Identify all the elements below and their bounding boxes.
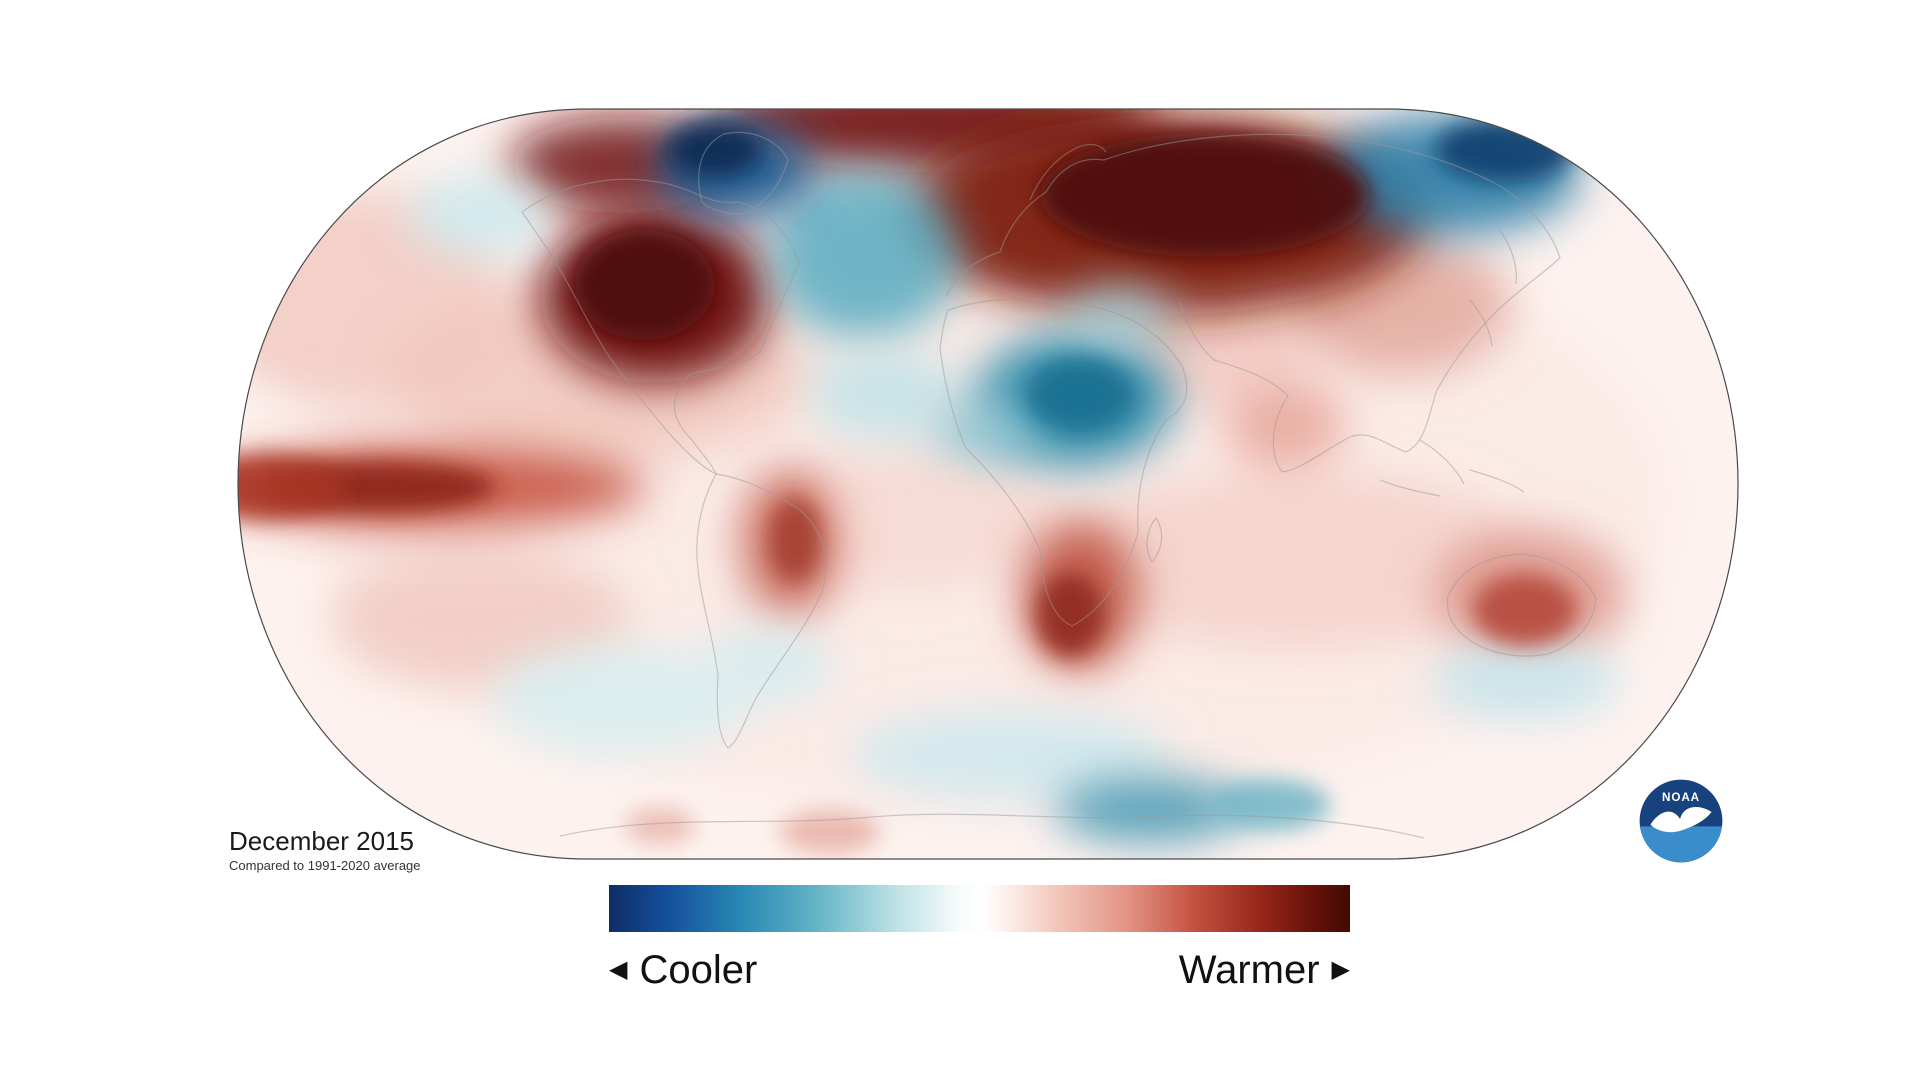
map-title: December 2015	[229, 826, 414, 856]
cooler-arrow-icon: ◀	[609, 956, 628, 983]
anomaly-bering-cool-core	[1435, 118, 1575, 182]
map-subtitle: Compared to 1991-2020 average	[229, 858, 421, 873]
anomaly-north-atlantic-cool	[770, 170, 960, 340]
coastline-scandinavia	[1029, 143, 1107, 201]
coastlines	[521, 131, 1597, 839]
map-caption: December 2015 Compared to 1991-2020 aver…	[229, 826, 421, 874]
anomaly-baffin-cool-core	[667, 123, 763, 177]
noaa-logo: NOAA	[1636, 776, 1726, 866]
warmer-label: Warmer	[1178, 947, 1320, 992]
noaa-logo-image: NOAA	[1639, 779, 1723, 863]
anomaly-canada-warm-core	[575, 230, 715, 340]
anomaly-south-indian-warm-wash	[1070, 470, 1530, 650]
noaa-gull-icon	[1650, 807, 1712, 833]
anomaly-layer	[238, 109, 1668, 854]
coastline-australia	[1446, 553, 1597, 657]
anomaly-sahel-cool-west	[930, 402, 1040, 462]
warmer-arrow-icon: ▶	[1331, 956, 1350, 983]
anomaly-brazil-warm-core	[769, 498, 821, 582]
anomaly-southern-ocean-cool-1	[490, 645, 750, 755]
anomaly-antarctic-cool-1	[1055, 778, 1245, 842]
anomaly-antarctic-warm-stripe-2	[625, 808, 695, 844]
anomaly-antarctic-warm-stripe-1	[780, 810, 880, 854]
anomaly-antarctic-cool-2	[1210, 779, 1330, 831]
colorbar	[609, 885, 1350, 932]
coastline-greenland	[698, 131, 789, 215]
anomaly-southern-africa-warm-core	[1036, 573, 1104, 657]
legend-warmer: Warmer ▶	[1179, 948, 1350, 993]
noaa-logo-text: NOAA	[1662, 791, 1700, 804]
anomaly-central-atlantic-cool	[810, 350, 960, 440]
coastline-europe	[945, 158, 1105, 297]
cooler-label: Cooler	[639, 947, 758, 992]
coastline-africa	[939, 298, 1188, 627]
anomaly-sahara-cool-core	[1025, 357, 1135, 433]
anomaly-drake-cool	[705, 627, 835, 703]
anomaly-south-australia-cool	[1430, 640, 1620, 720]
coastline-kamchatka	[1469, 229, 1517, 347]
noaa-logo-wave	[1639, 826, 1723, 863]
coastline-north-america	[521, 178, 800, 476]
coastline-antarctica	[559, 813, 1425, 839]
legend-labels: ◀ Cooler Warmer ▶	[609, 942, 1350, 998]
anomaly-southern-ocean-cool-2	[850, 710, 1170, 800]
anomaly-eurasia-warm-core	[1040, 133, 1370, 257]
anomaly-enso-left-edge	[238, 455, 345, 519]
anomaly-india-warm	[1225, 380, 1345, 470]
legend-cooler: ◀ Cooler	[609, 948, 757, 993]
coastline-south-america	[696, 473, 827, 749]
coastline-indonesia	[1379, 439, 1525, 497]
anomaly-australia-warm-core	[1473, 574, 1577, 646]
coastline-madagascar	[1146, 516, 1163, 564]
anomaly-npacific-topleft-cool	[410, 175, 550, 255]
map-outline	[237, 108, 1739, 860]
coastline-asia	[1103, 133, 1561, 473]
